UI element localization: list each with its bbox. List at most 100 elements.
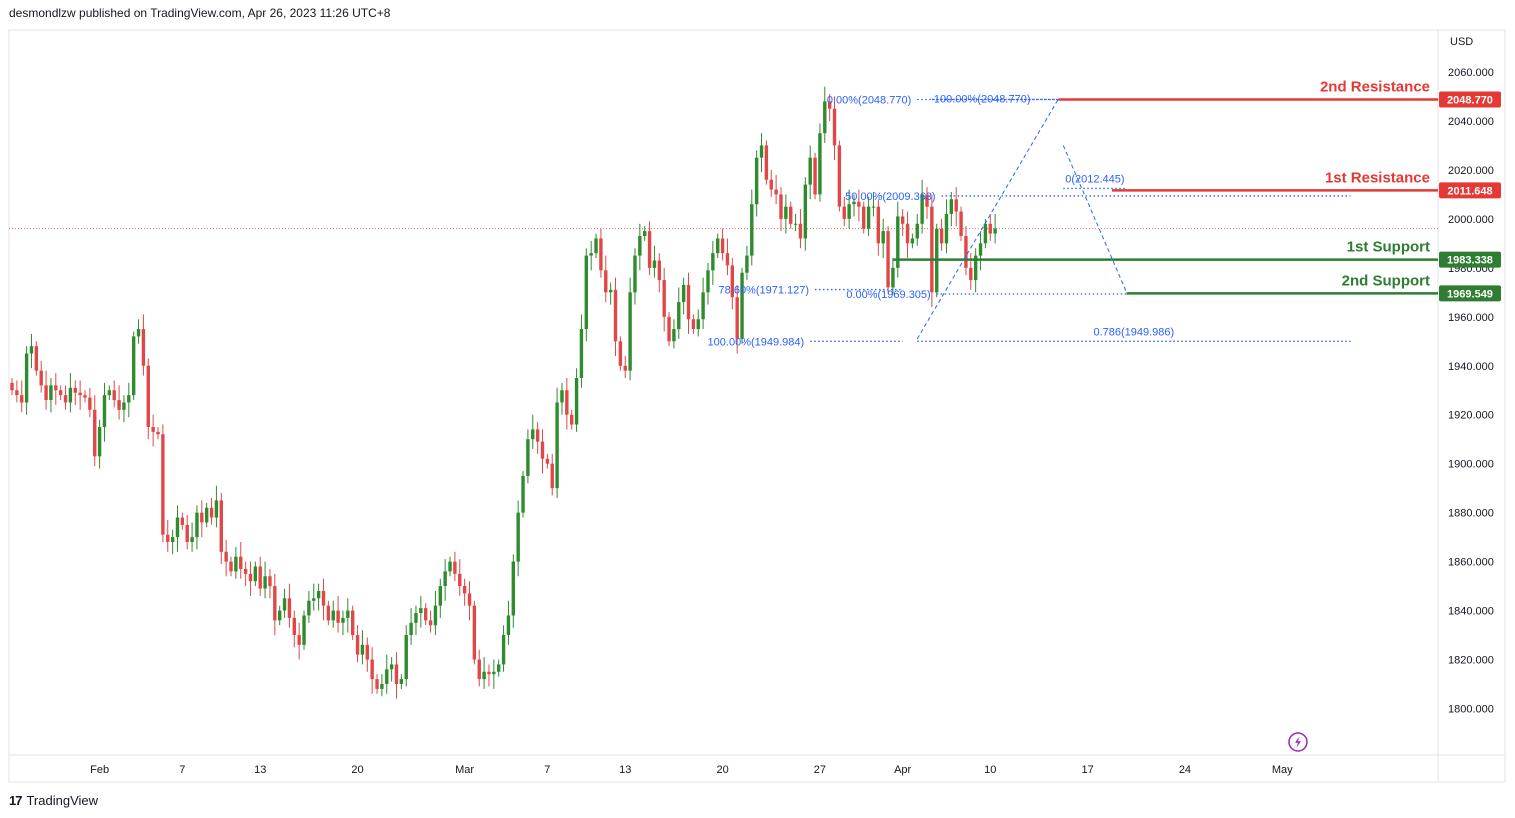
candle[interactable]: [545, 453, 550, 469]
candle[interactable]: [39, 360, 43, 393]
candle[interactable]: [716, 233, 720, 259]
candle[interactable]: [170, 529, 175, 555]
candle[interactable]: [608, 282, 613, 305]
candle[interactable]: [531, 414, 535, 449]
candle[interactable]: [477, 649, 481, 687]
candle[interactable]: [871, 191, 876, 217]
candle[interactable]: [730, 258, 735, 310]
candle[interactable]: [355, 625, 360, 662]
candle[interactable]: [579, 314, 584, 388]
candle[interactable]: [978, 231, 983, 271]
candle[interactable]: [200, 500, 204, 538]
candle[interactable]: [784, 194, 788, 234]
candle[interactable]: [769, 169, 773, 197]
candle[interactable]: [896, 201, 900, 278]
candle[interactable]: [97, 419, 102, 469]
candle[interactable]: [122, 395, 126, 423]
candle[interactable]: [487, 664, 491, 687]
candle[interactable]: [321, 578, 326, 621]
candle[interactable]: [740, 267, 744, 344]
candle[interactable]: [857, 189, 861, 222]
candle[interactable]: [161, 424, 165, 543]
candle[interactable]: [258, 556, 262, 596]
candle[interactable]: [604, 255, 608, 303]
candle[interactable]: [394, 652, 399, 699]
candle[interactable]: [63, 385, 68, 410]
candle[interactable]: [336, 595, 340, 633]
candle[interactable]: [448, 556, 452, 577]
candle[interactable]: [141, 314, 146, 376]
candle[interactable]: [954, 187, 958, 227]
candle[interactable]: [219, 493, 223, 565]
candle[interactable]: [127, 382, 131, 418]
candle[interactable]: [93, 395, 97, 467]
candle[interactable]: [905, 211, 910, 259]
candle[interactable]: [930, 194, 934, 308]
candle[interactable]: [750, 189, 754, 266]
candle[interactable]: [467, 581, 472, 621]
candle[interactable]: [83, 390, 87, 403]
candle[interactable]: [677, 287, 681, 339]
candle[interactable]: [49, 378, 53, 413]
candle[interactable]: [920, 179, 924, 234]
candle[interactable]: [638, 223, 642, 271]
candle[interactable]: [823, 86, 827, 143]
candle[interactable]: [482, 657, 486, 689]
candle[interactable]: [326, 600, 331, 626]
candle[interactable]: [837, 140, 842, 212]
candle[interactable]: [136, 319, 141, 344]
candle[interactable]: [156, 426, 160, 440]
candle[interactable]: [628, 277, 632, 381]
candle[interactable]: [331, 600, 335, 628]
candle[interactable]: [117, 385, 121, 420]
candle[interactable]: [876, 199, 881, 256]
candle[interactable]: [501, 625, 506, 672]
candle[interactable]: [735, 284, 739, 354]
candle[interactable]: [900, 209, 905, 237]
candle[interactable]: [287, 583, 292, 628]
candle[interactable]: [312, 583, 316, 611]
candle[interactable]: [584, 248, 589, 342]
candle[interactable]: [297, 622, 301, 660]
candle[interactable]: [458, 559, 462, 596]
candle[interactable]: [745, 245, 749, 281]
candle[interactable]: [419, 595, 423, 628]
candle[interactable]: [599, 228, 603, 278]
candle[interactable]: [759, 133, 764, 173]
candle[interactable]: [263, 561, 267, 599]
candle[interactable]: [842, 196, 846, 227]
candle[interactable]: [385, 654, 389, 694]
candle[interactable]: [667, 311, 671, 347]
candle[interactable]: [44, 370, 48, 410]
candle[interactable]: [131, 331, 136, 401]
candle[interactable]: [506, 600, 511, 645]
candle[interactable]: [779, 187, 783, 232]
candle[interactable]: [652, 245, 657, 278]
candle[interactable]: [24, 346, 29, 415]
candle[interactable]: [511, 554, 516, 628]
candle[interactable]: [248, 561, 253, 596]
candle[interactable]: [239, 542, 243, 579]
candle[interactable]: [643, 226, 647, 241]
candle[interactable]: [988, 213, 992, 241]
candle[interactable]: [102, 382, 107, 442]
candle[interactable]: [827, 94, 832, 121]
candle[interactable]: [175, 505, 180, 552]
candle[interactable]: [180, 512, 185, 530]
candle[interactable]: [925, 187, 929, 219]
candle[interactable]: [282, 588, 287, 618]
candle[interactable]: [847, 189, 851, 229]
candle[interactable]: [521, 471, 525, 518]
candle[interactable]: [409, 608, 413, 645]
candle[interactable]: [15, 380, 19, 403]
candle[interactable]: [964, 226, 968, 276]
candle[interactable]: [29, 333, 34, 369]
candle[interactable]: [691, 314, 696, 334]
candle[interactable]: [565, 378, 569, 430]
candle[interactable]: [433, 590, 438, 636]
candle[interactable]: [34, 341, 39, 376]
candle[interactable]: [647, 221, 652, 276]
candle[interactable]: [190, 522, 194, 552]
candle[interactable]: [570, 409, 574, 430]
candle[interactable]: [54, 373, 58, 405]
